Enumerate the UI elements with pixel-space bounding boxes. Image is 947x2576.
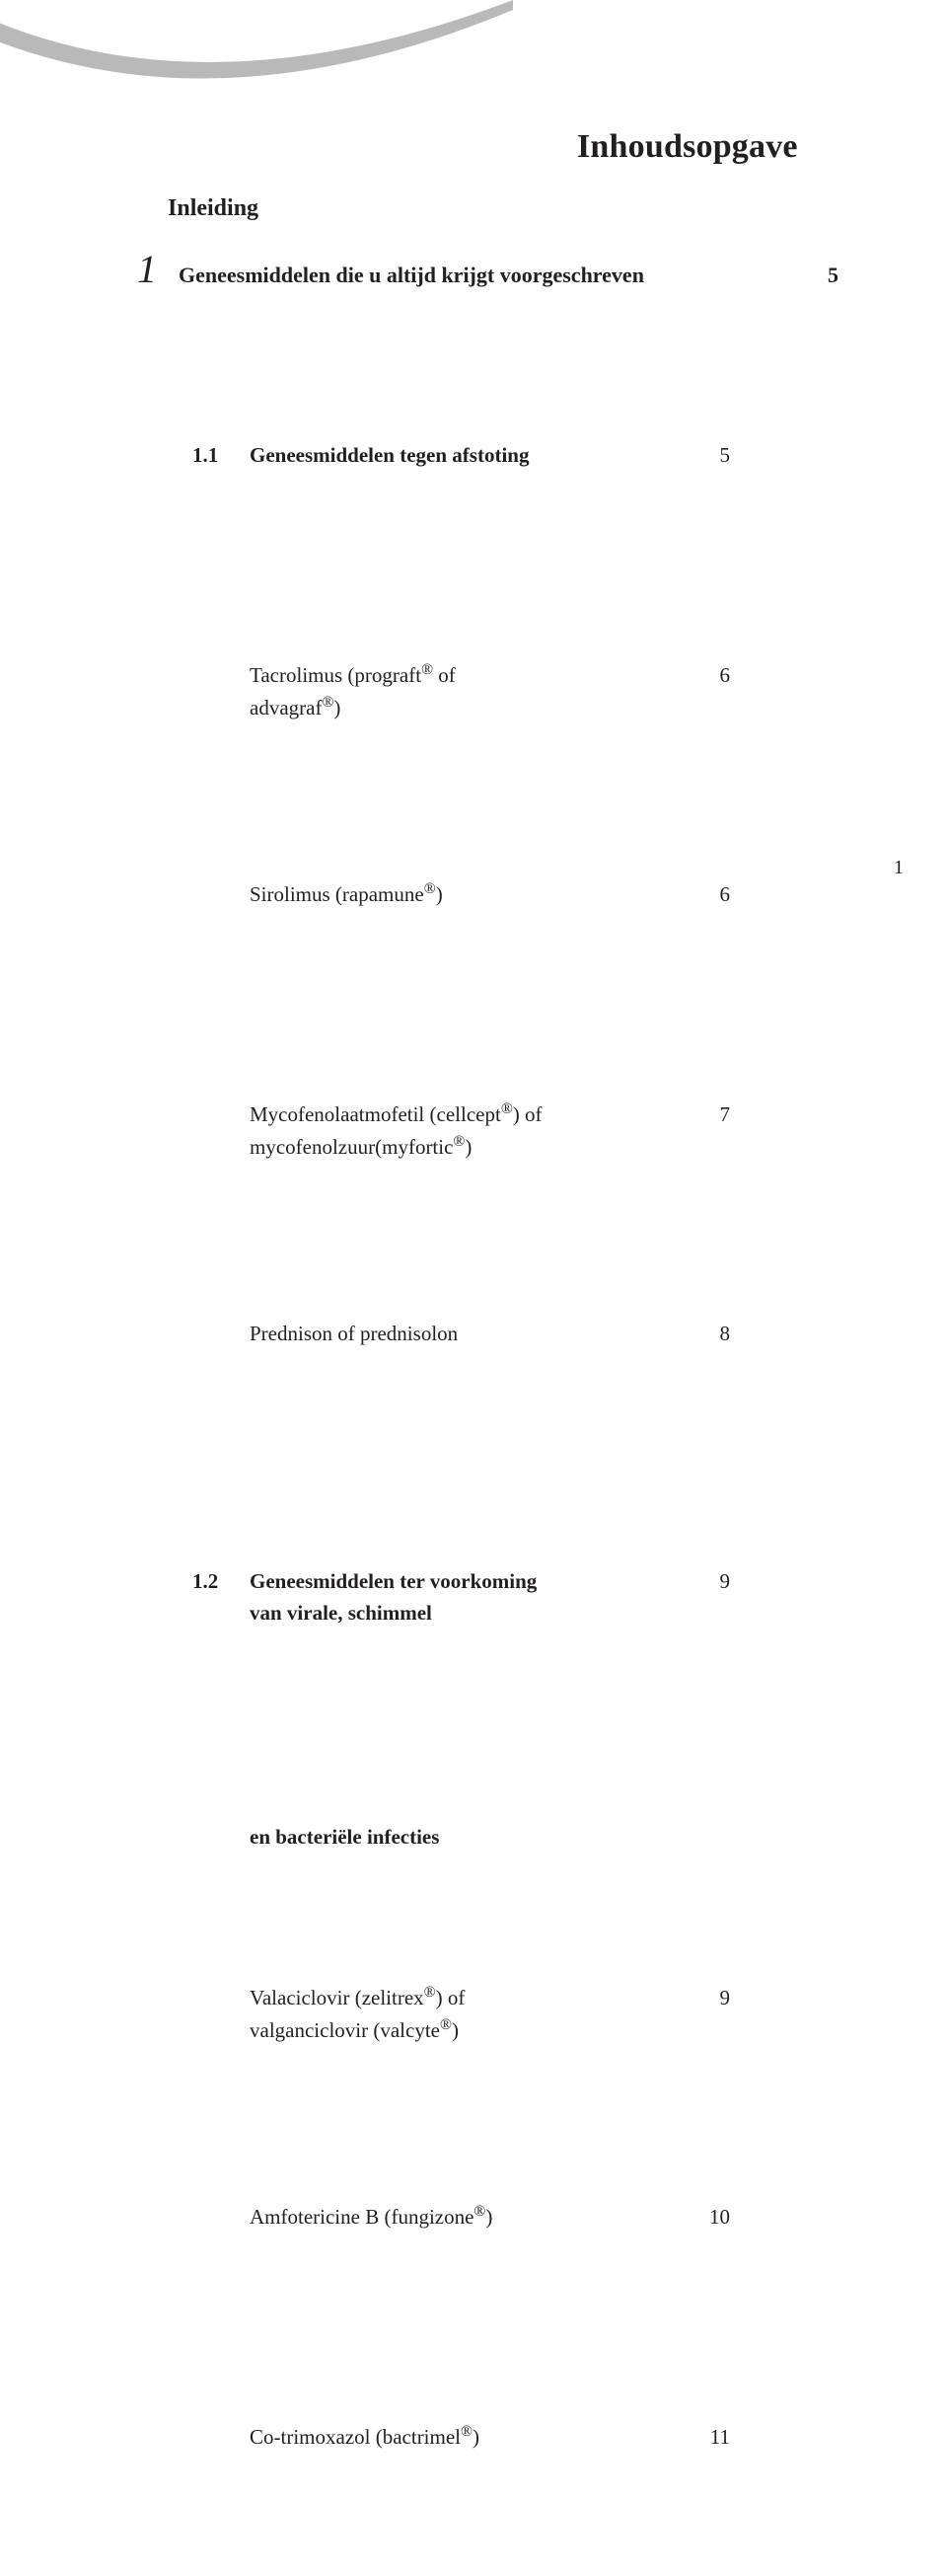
section-1-1: 1.1 Geneesmiddelen tegen afstoting 5 Tac… [192, 311, 838, 1409]
chapter-1-row: 1 Geneesmiddelen die u altijd krijgt voo… [133, 250, 838, 289]
chapter-page: 5 [809, 263, 838, 288]
section-heading: 1.1 Geneesmiddelen tegen afstoting 5 [192, 311, 838, 531]
page-title: Inhoudsopgave [577, 128, 838, 166]
section-1-3: 1.3 Geneesmiddelen die de maagzuurproduc… [192, 2539, 838, 2576]
section-1-2: 1.2 Geneesmiddelen ter voorkoming van vi… [192, 1437, 838, 2513]
section-heading-continued: en bacteriële infecties [192, 1656, 838, 1854]
toc-item: Amfotericine B (fungizone®) 10 [192, 2073, 838, 2293]
section-page: 5 [587, 311, 839, 531]
page-number-margin: 1 [894, 857, 904, 879]
toc-item: Valaciclovir (zelitrex®) of valganciclov… [192, 1854, 838, 2074]
item-label: Sirolimus (rapamune®) [250, 877, 569, 911]
section-heading: 1.2 Geneesmiddelen ter voorkoming van vi… [192, 1437, 838, 1657]
toc-item: Co-trimoxazol (bactrimel®) 11 [192, 2293, 838, 2513]
item-label: Mycofenolaatmofetil (cellcept®) of mycof… [250, 1098, 569, 1164]
item-label: Co-trimoxazol (bactrimel®) [250, 2420, 559, 2454]
section-label: Geneesmiddelen ter voorkoming van virale… [250, 1565, 569, 1629]
item-label: Valaciclovir (zelitrex®) of valganciclov… [250, 1981, 569, 2047]
item-label: Tacrolimus (prograft® of advagraf®) [250, 658, 569, 724]
section-page: 12 [576, 2539, 838, 2576]
section-label: Geneesmiddelen tegen afstoting [250, 439, 569, 472]
toc-item: Tacrolimus (prograft® of advagraf®) 6 [192, 531, 838, 751]
toc-page: Inhoudsopgave Inleiding 1 Geneesmiddelen… [0, 0, 947, 2576]
item-page: 11 [577, 2293, 838, 2513]
item-page: 9 [587, 1854, 839, 2074]
chapter-number: 1 [133, 250, 157, 289]
section-heading: 1.3 Geneesmiddelen die de maagzuurproduc… [192, 2539, 838, 2576]
toc-item: Mycofenolaatmofetil (cellcept®) of mycof… [192, 970, 838, 1190]
intro-heading: Inleiding [168, 195, 838, 222]
item-page: 6 [587, 750, 839, 970]
item-label: Amfotericine B (fungizone®) [250, 2200, 558, 2234]
section-label: en bacteriële infecties [250, 1821, 579, 1854]
toc-item: Prednison of prednisolon 8 [192, 1189, 838, 1409]
toc-item: Sirolimus (rapamune®) 6 [192, 750, 838, 970]
section-number: 1.2 [192, 1565, 232, 1598]
section-number: 1.1 [192, 439, 232, 472]
item-page: 7 [587, 970, 839, 1190]
item-page: 8 [587, 1189, 839, 1409]
item-page: 10 [576, 2073, 838, 2293]
section-page: 9 [587, 1437, 839, 1657]
chapter-label: Geneesmiddelen die u altijd krijgt voorg… [179, 263, 787, 288]
item-page: 6 [587, 531, 839, 751]
item-label: Prednison of prednisolon [250, 1318, 569, 1350]
